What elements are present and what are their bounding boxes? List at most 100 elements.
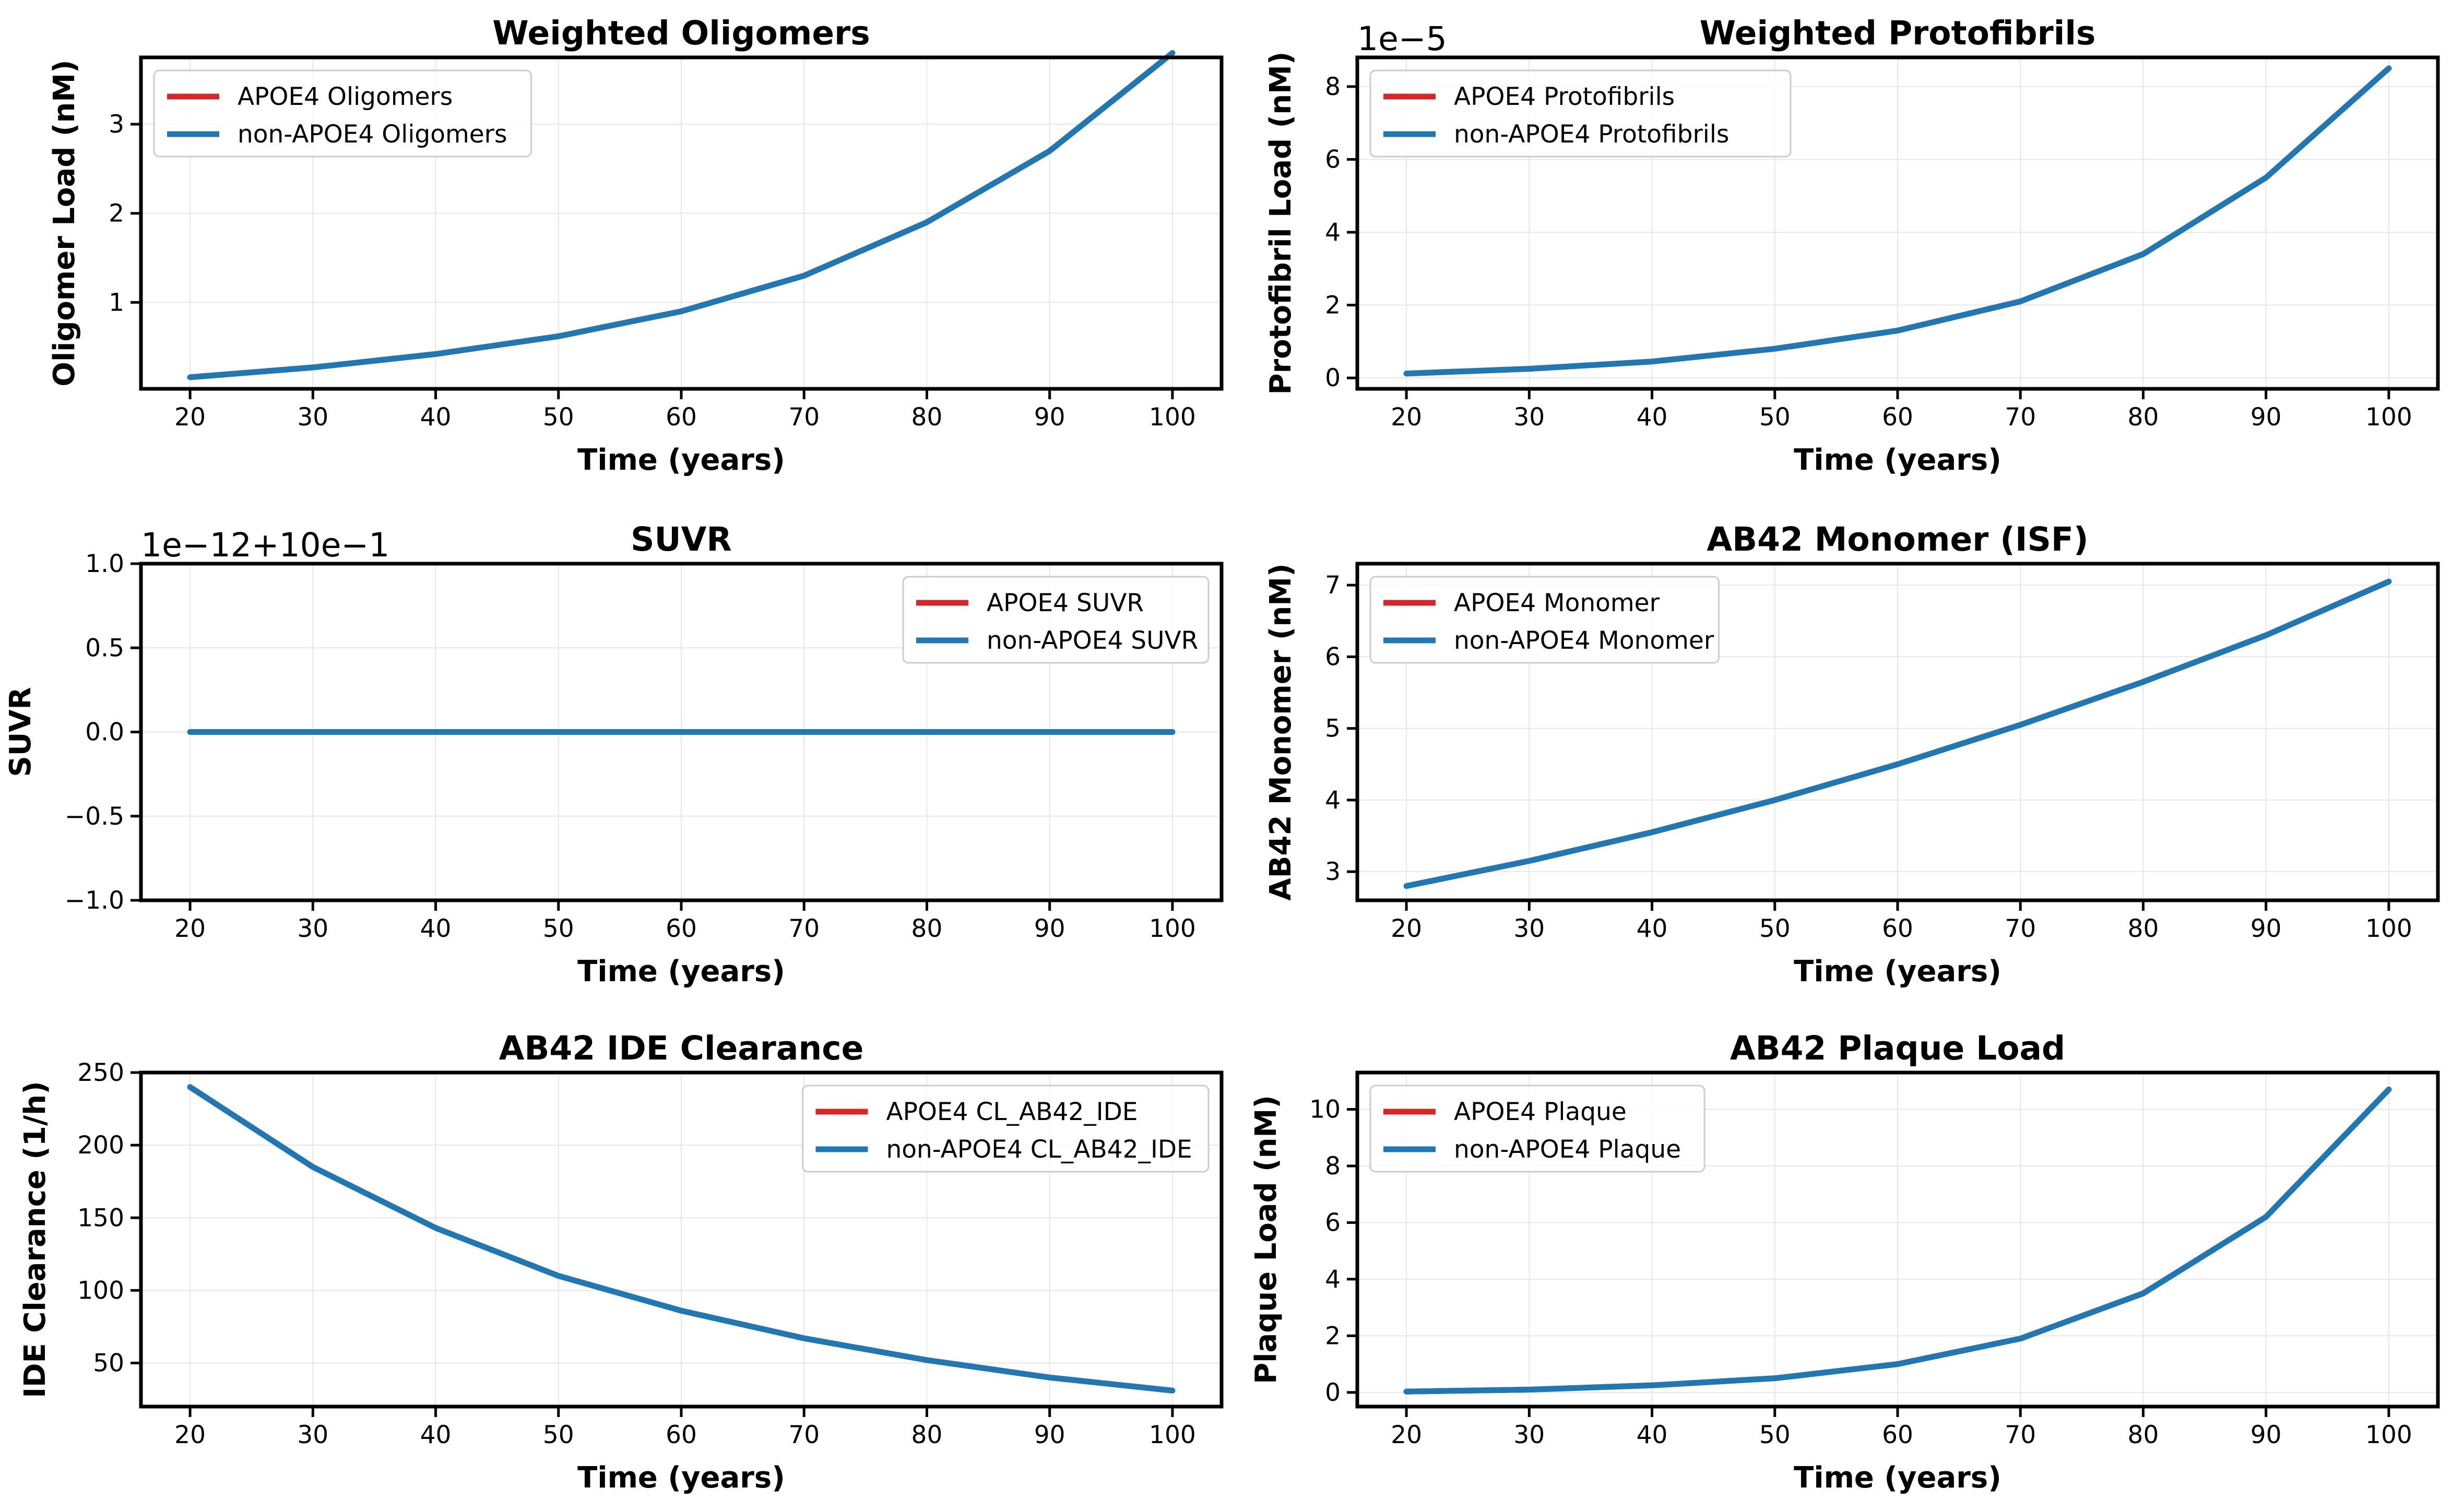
- legend-label: APOE4 Protofibrils: [1454, 82, 1675, 111]
- x-axis-label: Time (years): [577, 955, 785, 989]
- y-tick-label: 8: [1325, 73, 1341, 101]
- x-tick-label: 90: [1034, 403, 1065, 432]
- legend-box: [1369, 576, 1720, 664]
- x-tick-label: 40: [1637, 1421, 1668, 1449]
- x-tick-label: 40: [420, 1421, 452, 1449]
- x-tick-label: 80: [2128, 403, 2159, 432]
- x-tick-label: 70: [2005, 914, 2036, 943]
- x-tick-label: 60: [1882, 403, 1913, 432]
- y-tick-label: 50: [93, 1349, 124, 1378]
- y-tick-label: 0.5: [85, 634, 124, 662]
- series-line: [1403, 1087, 2392, 1395]
- y-axis-label: IDE Clearance (1/h): [18, 1081, 52, 1398]
- x-tick-label: 70: [788, 914, 820, 943]
- x-tick-label: 50: [1759, 1421, 1791, 1449]
- y-axis-label: Oligomer Load (nM): [48, 59, 81, 386]
- x-tick-label: 30: [1513, 1421, 1545, 1449]
- y-tick-label: 6: [1325, 642, 1341, 671]
- y-tick-label: 1.0: [85, 550, 124, 578]
- x-axis-label: Time (years): [1794, 443, 2001, 477]
- legend-box: [902, 576, 1210, 664]
- legend-label: non-APOE4 CL_AB42_IDE: [886, 1135, 1192, 1164]
- x-tick-label: 90: [2250, 1421, 2282, 1449]
- x-tick-label: 90: [1034, 914, 1065, 943]
- y-tick-label: 2: [109, 199, 124, 228]
- series-line: [187, 50, 1176, 380]
- y-tick-label: 2: [1325, 1321, 1341, 1350]
- x-tick-label: 100: [1149, 914, 1196, 943]
- legend-box: [1369, 69, 1792, 158]
- y-axis-label: Plaque Load (nM): [1249, 1095, 1283, 1384]
- axis-offset-text: 1e−12+10e−1: [141, 526, 389, 564]
- x-tick-label: 20: [174, 403, 206, 432]
- y-tick-label: −1.0: [65, 886, 124, 915]
- x-tick-label: 50: [1759, 403, 1791, 432]
- y-tick-label: 0: [1325, 364, 1341, 392]
- x-tick-label: 30: [297, 914, 328, 943]
- x-tick-label: 60: [1882, 1421, 1913, 1449]
- x-tick-label: 50: [543, 1421, 574, 1449]
- x-tick-label: 80: [911, 914, 943, 943]
- y-tick-label: 1: [109, 288, 124, 317]
- x-tick-label: 90: [1034, 1421, 1065, 1449]
- x-tick-label: 70: [2005, 403, 2036, 432]
- legend-label: APOE4 Plaque: [1454, 1098, 1627, 1126]
- legend-label: non-APOE4 Monomer: [1454, 626, 1714, 655]
- series-line: [1403, 65, 2392, 377]
- y-tick-label: 6: [1325, 145, 1341, 174]
- legend: APOE4 Oligomers non-APOE4 Oligomers: [153, 69, 532, 158]
- x-tick-label: 100: [1149, 403, 1196, 432]
- x-tick-label: 60: [1882, 914, 1913, 943]
- y-tick-label: 5: [1325, 715, 1341, 743]
- chart-panel: 20 30 40 50 60 70 80 90 100 50 100 150 200 250 AB42 ID…: [18, 1029, 1224, 1495]
- y-tick-label: 3: [109, 110, 124, 139]
- y-axis-label: Protofibril Load (nM): [1264, 52, 1298, 395]
- x-tick-label: 50: [1759, 914, 1791, 943]
- x-tick-label: 30: [297, 403, 328, 432]
- series-line: [1403, 578, 2392, 889]
- x-tick-label: 70: [788, 1421, 820, 1449]
- chart-panel: 20 30 40 50 60 70 80 90 100 −1.0 −0.5 0.0 0.5 1.0 SUVR…: [4, 520, 1224, 989]
- y-tick-label: 3: [1325, 858, 1341, 886]
- y-tick-label: 6: [1325, 1208, 1341, 1237]
- x-axis-label: Time (years): [1794, 1461, 2001, 1495]
- legend-box: [802, 1085, 1210, 1173]
- x-tick-label: 40: [1637, 403, 1668, 432]
- x-tick-label: 30: [297, 1421, 328, 1449]
- legend-label: APOE4 Monomer: [1454, 589, 1660, 617]
- chart-panel: 20 30 40 50 60 70 80 90 100 3 4 5 6 7 AB42 Monomer (IS…: [1264, 520, 2440, 989]
- x-tick-label: 50: [543, 914, 574, 943]
- y-tick-label: 4: [1325, 1265, 1341, 1294]
- chart-panel: 20 30 40 50 60 70 80 90 100 1 2 3 Weighted Oligomers…: [48, 14, 1224, 477]
- legend: APOE4 SUVR non-APOE4 SUVR: [902, 576, 1210, 664]
- x-tick-label: 30: [1513, 403, 1545, 432]
- x-axis-label: Time (years): [1794, 955, 2001, 989]
- legend-label: APOE4 SUVR: [987, 589, 1144, 617]
- x-tick-label: 60: [666, 1421, 697, 1449]
- legend-label: non-APOE4 Oligomers: [238, 120, 507, 149]
- x-tick-label: 50: [543, 403, 574, 432]
- x-tick-label: 100: [2365, 403, 2412, 432]
- x-tick-label: 60: [666, 914, 697, 943]
- x-tick-label: 40: [420, 403, 452, 432]
- legend-label: non-APOE4 Protofibrils: [1454, 120, 1729, 149]
- x-tick-label: 20: [1391, 914, 1422, 943]
- y-tick-label: 4: [1325, 786, 1341, 815]
- chart-title: AB42 Plaque Load: [1730, 1029, 2065, 1067]
- chart-title: AB42 IDE Clearance: [499, 1029, 864, 1067]
- y-tick-label: 7: [1325, 571, 1341, 600]
- x-tick-label: 90: [2250, 403, 2282, 432]
- chart-panel: 20 30 40 50 60 70 80 90 100 0 2 4 6 8 10 AB42 Plaque Lo…: [1249, 1029, 2440, 1495]
- legend-label: APOE4 CL_AB42_IDE: [886, 1098, 1138, 1126]
- x-tick-label: 20: [1391, 1421, 1422, 1449]
- legend-box: [153, 69, 532, 158]
- x-tick-label: 40: [1637, 914, 1668, 943]
- y-axis-label: AB42 Monomer (nM): [1264, 563, 1298, 900]
- axis-offset-text: 1e−5: [1357, 20, 1447, 58]
- x-tick-label: 70: [788, 403, 820, 432]
- y-tick-label: 8: [1325, 1152, 1341, 1181]
- legend: APOE4 Monomer non-APOE4 Monomer: [1369, 576, 1720, 664]
- y-tick-label: 0: [1325, 1378, 1341, 1407]
- y-tick-label: 2: [1325, 291, 1341, 320]
